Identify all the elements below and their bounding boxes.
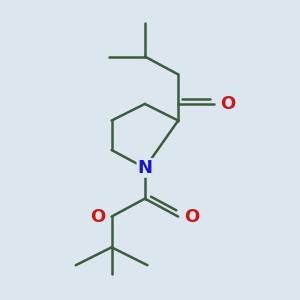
Text: O: O bbox=[184, 208, 200, 226]
Text: O: O bbox=[220, 95, 236, 113]
Text: O: O bbox=[90, 208, 105, 226]
Text: N: N bbox=[137, 159, 152, 177]
